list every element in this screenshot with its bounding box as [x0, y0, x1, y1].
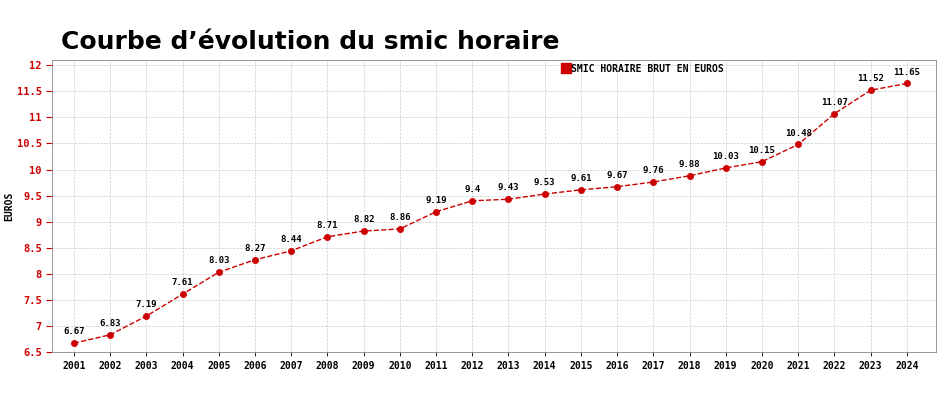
Text: 8.82: 8.82 — [352, 215, 374, 224]
Text: 11.65: 11.65 — [893, 68, 921, 76]
Text: 9.76: 9.76 — [642, 166, 664, 175]
Text: 9.4: 9.4 — [465, 185, 481, 194]
Text: 8.86: 8.86 — [390, 213, 410, 222]
Text: Courbe d’évolution du smic horaire: Courbe d’évolution du smic horaire — [61, 30, 560, 54]
Y-axis label: EUROS: EUROS — [4, 191, 14, 221]
Legend: SMIC HORAIRE BRUT EN EUROS: SMIC HORAIRE BRUT EN EUROS — [560, 62, 726, 76]
Text: 10.15: 10.15 — [749, 146, 775, 155]
Text: 9.19: 9.19 — [426, 196, 446, 205]
Text: 10.48: 10.48 — [785, 128, 811, 138]
Text: 8.71: 8.71 — [316, 221, 338, 230]
Text: 8.03: 8.03 — [208, 256, 230, 265]
Text: 9.61: 9.61 — [570, 174, 592, 183]
Text: 10.03: 10.03 — [712, 152, 739, 161]
Text: 9.43: 9.43 — [498, 183, 520, 192]
Text: 11.52: 11.52 — [857, 74, 884, 83]
Text: 8.44: 8.44 — [280, 235, 302, 244]
Text: 7.61: 7.61 — [172, 278, 194, 287]
Text: 6.67: 6.67 — [64, 327, 85, 336]
Text: 9.88: 9.88 — [679, 160, 700, 169]
Text: 11.07: 11.07 — [821, 98, 847, 107]
Text: 7.19: 7.19 — [136, 300, 157, 309]
Text: 9.67: 9.67 — [606, 171, 628, 180]
Text: 6.83: 6.83 — [100, 319, 121, 328]
Text: 8.27: 8.27 — [244, 244, 266, 253]
Text: 9.53: 9.53 — [534, 178, 556, 187]
